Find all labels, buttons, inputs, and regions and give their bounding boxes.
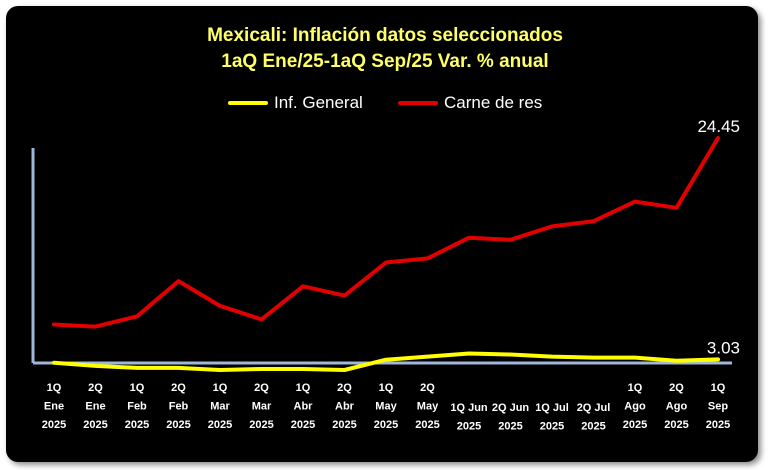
data-point-carne-de-res-4: [218, 304, 222, 308]
data-point-carne-de-res-11: [509, 238, 512, 242]
data-point-inf-general-16: [716, 357, 720, 361]
data-point-carne-de-res-13: [592, 219, 595, 223]
data-point-carne-de-res-7: [343, 294, 346, 298]
legend-item-inf-general: Inf. General: [228, 92, 363, 114]
x-tick-label-3: 2Q Feb 2025: [166, 382, 190, 431]
data-point-inf-general-2: [135, 366, 139, 370]
data-point-carne-de-res-6: [301, 284, 305, 288]
data-point-carne-de-res-12: [550, 224, 554, 228]
data-point-inf-general-5: [260, 367, 263, 371]
data-point-carne-de-res-16: [716, 136, 720, 140]
x-tick-label-8: 1Q May 2025: [374, 382, 398, 431]
legend-swatch-inf-general: [228, 101, 268, 105]
series-layer: 3.03 24.45: [52, 117, 740, 372]
data-point-inf-general-6: [301, 367, 305, 371]
x-tick-label-11: 2Q Jun 2025: [492, 402, 530, 433]
data-point-inf-general-15: [675, 359, 678, 363]
data-point-carne-de-res-1: [94, 325, 97, 329]
data-point-carne-de-res-2: [135, 314, 139, 318]
legend-swatch-carne-de-res: [398, 101, 438, 105]
x-tick-label-10: 1Q Jun 2025: [450, 402, 488, 433]
x-tick-label-2: 1Q Feb 2025: [125, 382, 149, 431]
data-point-inf-general-9: [426, 355, 429, 359]
x-tick-label-14: 1Q Ago 2025: [623, 382, 647, 431]
data-point-inf-general-13: [592, 356, 595, 360]
data-point-inf-general-4: [218, 368, 222, 372]
data-point-inf-general-1: [94, 364, 97, 368]
data-label-inf-general: 3.03: [707, 338, 740, 357]
x-tick-label-1: 2Q Ene 2025: [83, 382, 107, 431]
data-point-carne-de-res-5: [260, 317, 263, 321]
data-point-carne-de-res-14: [633, 200, 637, 204]
legend-label-carne-de-res: Carne de res: [444, 93, 543, 112]
legend-label-inf-general: Inf. General: [274, 93, 363, 112]
x-tick-label-0: 1Q Ene 2025: [42, 382, 66, 431]
data-point-inf-general-12: [550, 355, 554, 359]
data-point-carne-de-res-9: [426, 256, 429, 260]
x-tick-label-5: 2Q Mar 2025: [249, 382, 273, 431]
x-tick-label-7: 2Q Abr 2025: [332, 382, 356, 431]
x-tick-label-4: 1Q Mar 2025: [208, 382, 232, 431]
chart-panel: [6, 6, 758, 462]
data-point-carne-de-res-8: [384, 261, 388, 265]
data-point-carne-de-res-10: [467, 236, 471, 240]
data-point-carne-de-res-3: [177, 279, 180, 283]
data-point-inf-general-3: [177, 366, 180, 370]
data-point-inf-general-11: [509, 353, 512, 356]
data-point-inf-general-10: [467, 351, 471, 355]
x-tick-label-13: 2Q Jul 2025: [577, 402, 611, 433]
data-point-inf-general-8: [384, 358, 388, 362]
x-tick-label-12: 1Q Jul 2025: [535, 402, 569, 433]
legend-item-carne-de-res: Carne de res: [398, 92, 542, 114]
data-point-inf-general-7: [343, 368, 346, 372]
data-label-carne-de-res: 24.45: [697, 117, 740, 136]
x-tick-label-16: 1Q Sep 2025: [706, 382, 730, 431]
data-point-carne-de-res-0: [52, 323, 56, 327]
x-tick-label-9: 2Q May 2025: [415, 382, 439, 431]
x-tick-labels: 1Q Ene 2025 2Q Ene 2025 1Q Feb 2025 2Q Feb 2025 1Q Ma…: [42, 382, 730, 433]
series-line-carne-de-res: [52, 136, 720, 329]
data-point-inf-general-14: [633, 356, 637, 360]
x-tick-label-15: 2Q Ago 2025: [664, 382, 688, 431]
chart-title-line-1: Mexicali: Inflación datos seleccionados: [207, 25, 563, 46]
data-point-carne-de-res-15: [675, 206, 678, 210]
chart-title-line-2: 1aQ Ene/25-1aQ Sep/25 Var. % anual: [221, 51, 549, 72]
x-tick-label-6: 1Q Abr 2025: [291, 382, 315, 431]
data-point-inf-general-0: [52, 361, 56, 365]
